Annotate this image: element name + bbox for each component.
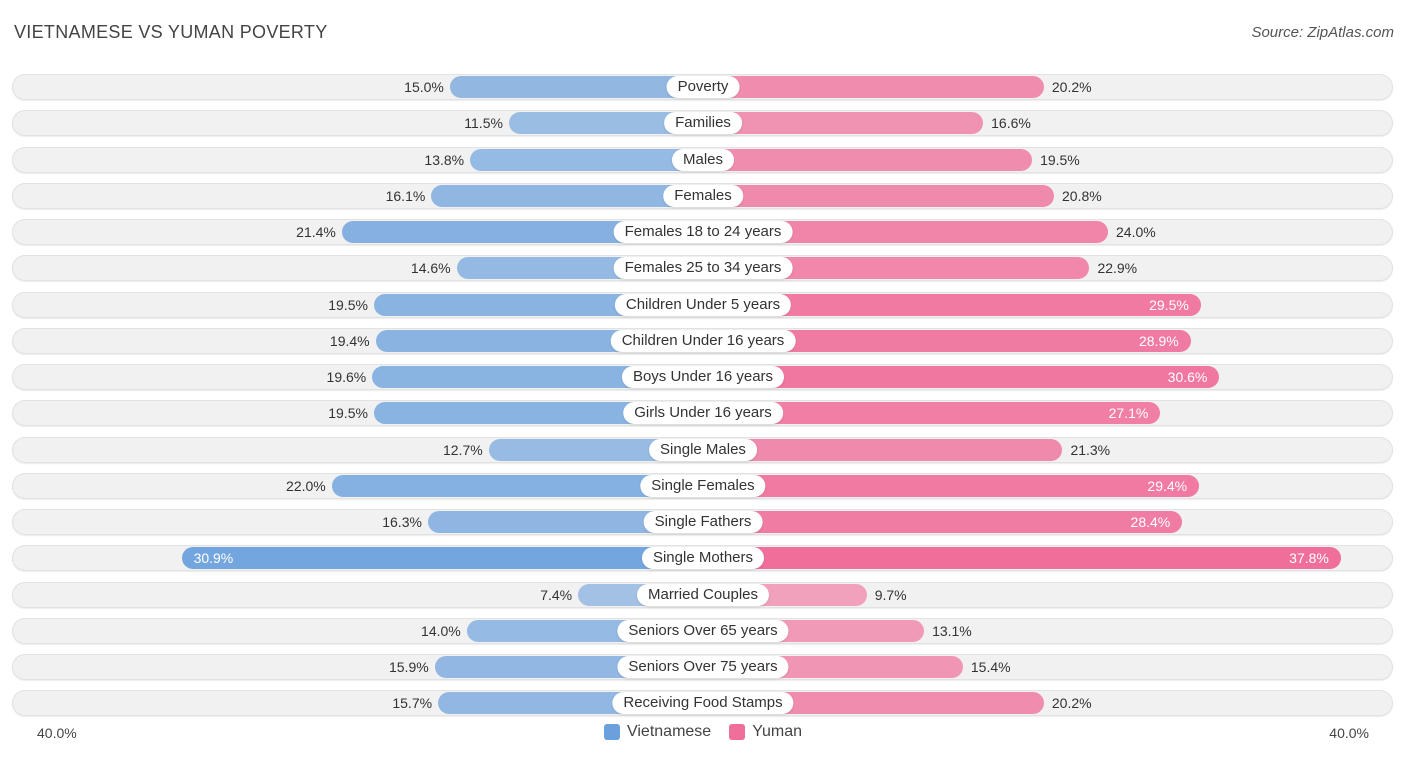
legend: Vietnamese Yuman <box>0 723 1406 741</box>
bar-vietnamese-females <box>431 185 703 207</box>
category-label-single-fathers: Single Fathers <box>643 511 763 533</box>
bar-yuman-single-fathers <box>703 511 1183 533</box>
category-label-females: Females <box>663 185 743 207</box>
value-label-vietnamese-females-25-to-34-years: 14.6% <box>410 260 451 276</box>
value-label-vietnamese-poverty: 15.0% <box>404 79 444 95</box>
category-label-seniors-over-65-years: Seniors Over 65 years <box>617 620 789 642</box>
legend-swatch-vietnamese <box>603 724 620 740</box>
value-label-vietnamese-children-under-5-years: 19.5% <box>328 297 368 313</box>
bar-vietnamese-families <box>508 112 703 134</box>
bar-yuman-males <box>703 149 1033 171</box>
chart-title: VIETNAMESE VS YUMAN POVERTY <box>14 22 328 42</box>
category-label-married-couples: Married Couples <box>636 584 770 606</box>
legend-label-vietnamese: Vietnamese <box>626 723 712 740</box>
value-label-vietnamese-boys-under-16-years: 19.6% <box>326 369 367 385</box>
bar-vietnamese-males <box>470 149 703 171</box>
bar-yuman-females-18-to-24-years <box>703 221 1108 243</box>
category-label-single-males: Single Males <box>649 439 757 461</box>
bar-yuman-children-under-16-years <box>703 330 1191 352</box>
bar-vietnamese-single-females <box>331 475 703 497</box>
category-label-single-mothers: Single Mothers <box>641 547 765 569</box>
category-label-boys-under-16-years: Boys Under 16 years <box>621 366 785 388</box>
value-label-yuman-single-females: 29.4% <box>1147 478 1188 494</box>
value-label-vietnamese-girls-under-16-years: 19.5% <box>328 405 368 421</box>
value-label-yuman-females: 20.8% <box>1062 188 1102 204</box>
value-label-vietnamese-females-18-to-24-years: 21.4% <box>296 224 336 240</box>
value-label-yuman-poverty: 20.2% <box>1051 79 1092 95</box>
value-label-yuman-children-under-16-years: 28.9% <box>1138 333 1179 349</box>
value-label-vietnamese-married-couples: 7.4% <box>540 587 573 603</box>
value-label-yuman-single-mothers: 37.8% <box>1289 550 1329 566</box>
category-label-seniors-over-75-years: Seniors Over 75 years <box>617 656 789 678</box>
bar-vietnamese-boys-under-16-years <box>372 366 703 388</box>
bar-yuman-poverty <box>703 76 1044 98</box>
category-label-receiving-food-stamps: Receiving Food Stamps <box>612 692 794 714</box>
value-label-vietnamese-seniors-over-75-years: 15.9% <box>388 659 429 675</box>
value-label-yuman-married-couples: 9.7% <box>874 587 907 603</box>
bar-vietnamese-single-fathers <box>427 511 703 533</box>
category-label-females-25-to-34-years: Females 25 to 34 years <box>613 257 793 279</box>
value-label-yuman-families: 16.6% <box>991 115 1031 131</box>
bar-yuman-girls-under-16-years <box>703 402 1161 424</box>
bar-yuman-boys-under-16-years <box>703 366 1220 388</box>
value-label-vietnamese-families: 11.5% <box>464 115 503 131</box>
bar-yuman-single-females <box>703 475 1200 497</box>
legend-swatch-yuman <box>729 724 746 740</box>
value-label-vietnamese-seniors-over-65-years: 14.0% <box>421 623 461 639</box>
value-label-vietnamese-children-under-16-years: 19.4% <box>329 333 370 349</box>
category-label-children-under-5-years: Children Under 5 years <box>614 294 792 316</box>
value-label-yuman-receiving-food-stamps: 20.2% <box>1051 695 1092 711</box>
value-label-vietnamese-single-fathers: 16.3% <box>382 514 422 530</box>
bar-yuman-females-25-to-34-years <box>703 257 1090 279</box>
value-label-yuman-boys-under-16-years: 30.6% <box>1167 369 1208 385</box>
value-label-yuman-seniors-over-75-years: 15.4% <box>970 659 1011 675</box>
bar-yuman-females <box>703 185 1054 207</box>
category-label-females-18-to-24-years: Females 18 to 24 years <box>613 221 793 243</box>
bar-vietnamese-females-18-to-24-years <box>341 221 703 243</box>
bar-yuman-children-under-5-years <box>703 294 1201 316</box>
category-label-families: Families <box>664 112 742 134</box>
value-label-yuman-girls-under-16-years: 27.1% <box>1108 405 1149 421</box>
bar-yuman-single-males <box>703 439 1063 461</box>
value-label-vietnamese-single-mothers: 30.9% <box>193 550 234 566</box>
category-label-girls-under-16-years: Girls Under 16 years <box>623 402 783 424</box>
bar-vietnamese-single-mothers <box>181 547 703 569</box>
category-label-males: Males <box>671 149 735 171</box>
bar-vietnamese-poverty <box>449 76 703 98</box>
value-label-yuman-seniors-over-65-years: 13.1% <box>932 623 972 639</box>
bar-yuman-single-mothers <box>703 547 1341 569</box>
value-label-yuman-single-males: 21.3% <box>1070 442 1111 458</box>
legend-item-vietnamese: Vietnamese <box>603 723 712 741</box>
category-label-single-females: Single Females <box>640 475 766 497</box>
value-label-vietnamese-receiving-food-stamps: 15.7% <box>392 695 433 711</box>
axis-max-label: 40.0% <box>1329 725 1369 741</box>
category-label-poverty: Poverty <box>666 76 740 98</box>
value-label-yuman-males: 19.5% <box>1040 152 1080 168</box>
legend-item-yuman: Yuman <box>729 723 802 741</box>
value-label-vietnamese-females: 16.1% <box>385 188 426 204</box>
value-label-vietnamese-single-males: 12.7% <box>442 442 483 458</box>
legend-label-yuman: Yuman <box>752 723 802 740</box>
value-label-yuman-children-under-5-years: 29.5% <box>1149 297 1189 313</box>
axis-min-label: 40.0% <box>37 725 77 741</box>
bar-vietnamese-girls-under-16-years <box>373 402 703 424</box>
value-label-yuman-females-25-to-34-years: 22.9% <box>1097 260 1138 276</box>
value-label-yuman-females-18-to-24-years: 24.0% <box>1116 224 1156 240</box>
value-label-vietnamese-single-females: 22.0% <box>286 478 326 494</box>
value-label-yuman-single-fathers: 28.4% <box>1130 514 1171 530</box>
bar-yuman-families <box>703 112 984 134</box>
category-label-children-under-16-years: Children Under 16 years <box>610 330 796 352</box>
source-label: Source: ZipAtlas.com <box>1251 24 1394 41</box>
value-label-vietnamese-males: 13.8% <box>424 152 465 168</box>
